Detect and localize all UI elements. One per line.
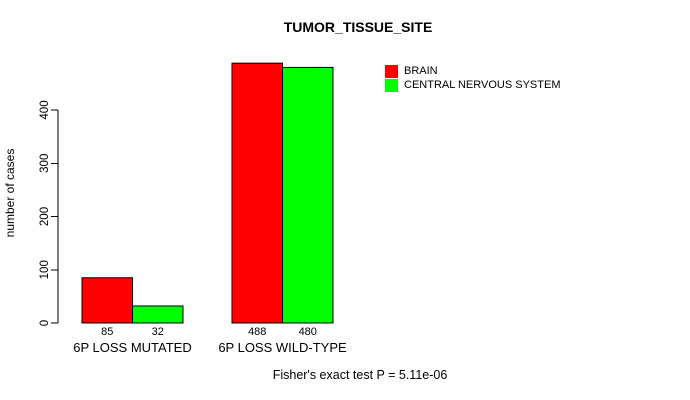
- chart-title: TUMOR_TISSUE_SITE: [283, 19, 433, 35]
- annotation-text: Fisher's exact test P = 5.11e-06: [272, 368, 448, 382]
- y-tick-label: 100: [39, 260, 51, 279]
- legend-item-brain: BRAIN: [385, 64, 560, 79]
- bar-value-label: 488: [248, 326, 266, 338]
- legend-label-cns: CENTRAL NERVOUS SYSTEM: [404, 79, 561, 92]
- y-tick-label: 0: [39, 320, 51, 326]
- bar-value-label: 32: [152, 326, 164, 338]
- y-tick-label: 400: [39, 100, 51, 119]
- bar: [282, 66, 334, 324]
- legend-swatch-red: [385, 64, 398, 78]
- legend-swatch-green: [385, 79, 398, 93]
- bar: [132, 305, 184, 324]
- bar: [81, 277, 133, 324]
- y-tick-label: 300: [39, 154, 51, 173]
- bar: [231, 62, 283, 324]
- y-tick-label: 200: [39, 207, 51, 226]
- x-category-label: 6P LOSS WILD-TYPE: [218, 340, 347, 355]
- bar-value-label: 85: [101, 326, 113, 338]
- legend: BRAIN CENTRAL NERVOUS SYSTEM: [385, 64, 560, 93]
- legend-label-brain: BRAIN: [404, 64, 438, 77]
- x-category-label: 6P LOSS MUTATED: [73, 340, 191, 355]
- legend-item-cns: CENTRAL NERVOUS SYSTEM: [385, 79, 560, 94]
- bar-value-label: 480: [299, 326, 317, 338]
